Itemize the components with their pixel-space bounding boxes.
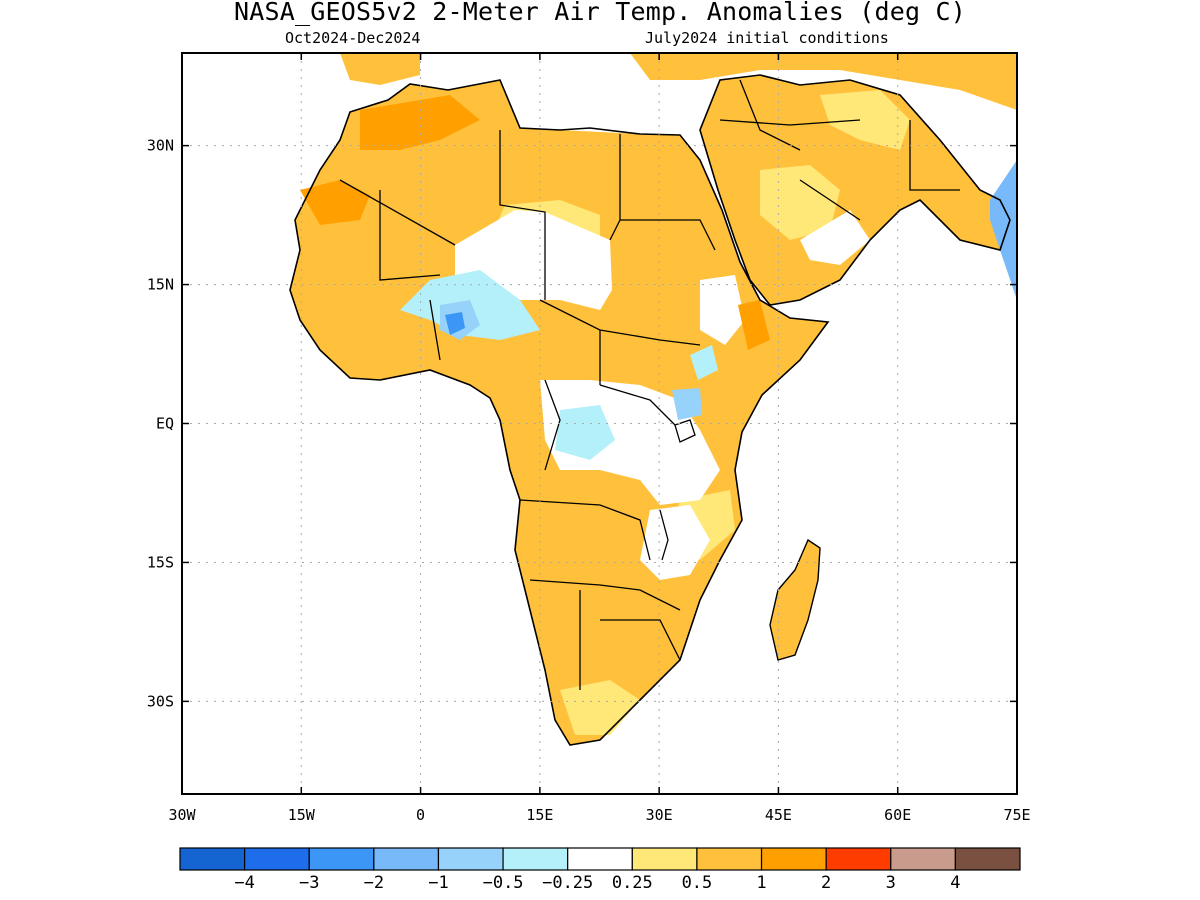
- y-tick-label: 15N: [147, 276, 174, 294]
- anomaly-neutral-east: [640, 505, 710, 580]
- y-tick-label: 15S: [147, 553, 174, 571]
- anomaly-light-arabia: [760, 165, 840, 240]
- x-tick-label: 75E: [1003, 806, 1030, 824]
- anomaly-cool-india: [990, 160, 1017, 300]
- y-axis-ticks: 30N 15N EQ 15S 30S: [147, 137, 1017, 710]
- anomaly-warm-ethiopia: [738, 300, 770, 350]
- anomaly-light-south: [560, 680, 640, 735]
- colorbar-label: 1: [756, 873, 766, 893]
- colorbar-label: −1: [428, 873, 448, 893]
- colorbar-swatch: [502, 847, 569, 871]
- colorbar-swatch: [437, 847, 504, 871]
- colorbar-swatch: [890, 847, 956, 871]
- colorbar-label: 2: [821, 873, 831, 893]
- colorbar: −4 −3 −2 −1 −0.5 −0.25 0.25 0.5 1 2 3 4: [179, 847, 1021, 893]
- colorbar-swatch: [954, 847, 1021, 871]
- anomaly-cool-congo: [555, 405, 615, 460]
- lake-victoria: [674, 419, 696, 443]
- madagascar: [769, 538, 821, 661]
- colorbar-label: 0.5: [682, 873, 713, 893]
- anomaly-warm-morocco: [360, 95, 480, 150]
- x-axis-ticks: 30W 15W 0 15E 30E 45E 60E 75E: [168, 53, 1031, 824]
- colorbar-swatch: [567, 847, 633, 871]
- anomaly-neutral-horn: [700, 275, 745, 345]
- x-tick-label: 30E: [646, 806, 673, 824]
- colorbar-label: 4: [950, 873, 960, 893]
- y-tick-label: 30S: [147, 692, 174, 710]
- x-tick-label: 15E: [526, 806, 553, 824]
- anomaly-warm-mauritania: [300, 180, 370, 225]
- x-tick-label: 60E: [884, 806, 911, 824]
- europe-strip-east: [630, 53, 1017, 110]
- colorbar-label: −0.5: [483, 873, 524, 893]
- x-tick-label: 30W: [168, 806, 196, 824]
- x-tick-label: 0: [416, 806, 425, 824]
- colorbar-label: −2: [364, 873, 384, 893]
- colorbar-swatch: [244, 847, 310, 871]
- map-area: [289, 53, 1017, 746]
- gridlines: [182, 53, 1017, 794]
- anomaly-cool-core: [445, 312, 465, 335]
- arabia-coastline: [699, 74, 1011, 306]
- colorbar-label: 3: [886, 873, 896, 893]
- colorbar-swatch: [179, 847, 246, 871]
- colorbar-label: −3: [299, 873, 319, 893]
- colorbar-swatch: [308, 847, 375, 871]
- x-tick-label: 15W: [288, 806, 316, 824]
- forecast-period: Oct2024-Dec2024: [285, 29, 421, 47]
- colorbar-swatch: [631, 847, 698, 871]
- colorbar-swatch: [760, 847, 827, 871]
- anomaly-cool-ethiopia: [690, 345, 718, 380]
- colorbar-swatch: [696, 847, 763, 871]
- x-tick-label: 45E: [765, 806, 792, 824]
- chart-title: NASA_GEOS5v2 2-Meter Air Temp. Anomalies…: [233, 0, 967, 26]
- europe-strip: [340, 53, 420, 85]
- anomaly-neutral-north: [520, 80, 700, 134]
- anomaly-light-iran: [820, 90, 910, 150]
- y-tick-label: 30N: [147, 137, 174, 155]
- colorbar-swatch: [825, 847, 892, 871]
- y-tick-label: EQ: [156, 415, 174, 433]
- anomaly-cool-uganda: [672, 388, 702, 420]
- colorbar-label: −0.25: [542, 873, 593, 893]
- initial-conditions: July2024 initial conditions: [645, 29, 889, 47]
- lake-malawi: [659, 509, 669, 561]
- colorbar-label: −4: [234, 873, 254, 893]
- anomaly-neutral-arabia: [800, 210, 870, 265]
- colorbar-swatch: [373, 847, 440, 871]
- colorbar-label: 0.25: [612, 873, 653, 893]
- country-borders: [339, 79, 960, 690]
